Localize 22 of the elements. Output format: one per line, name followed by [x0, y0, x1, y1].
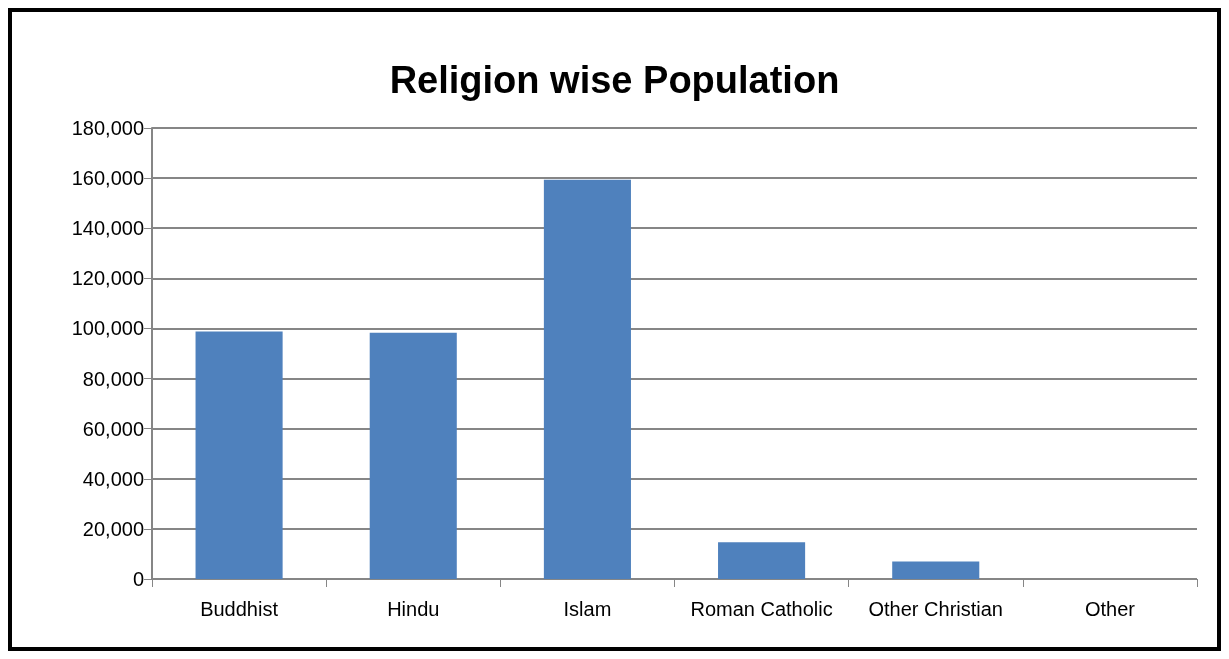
bar — [369, 332, 457, 579]
x-tick-label: Other Christian — [868, 598, 1003, 620]
y-tick-label: 160,000 — [71, 167, 144, 190]
x-tick-label: Roman Catholic — [690, 598, 833, 620]
y-tick-label: 80,000 — [82, 367, 144, 390]
x-tick-label: Other — [1084, 598, 1136, 620]
y-tick-label: 140,000 — [71, 217, 144, 240]
chart-title: Religion wise Population — [389, 59, 840, 101]
x-tick-label: Hindu — [387, 598, 440, 620]
y-tick-label: 20,000 — [82, 517, 144, 540]
x-tick-label: Buddhist — [200, 598, 279, 620]
x-tick-label: Islam — [563, 598, 612, 620]
bar — [718, 542, 806, 579]
y-tick-label: 180,000 — [71, 117, 144, 139]
y-tick-label: 120,000 — [71, 267, 144, 290]
bar — [892, 561, 980, 579]
y-tick-label: 0 — [132, 568, 144, 590]
y-tick-label: 40,000 — [82, 467, 144, 490]
bar — [543, 179, 631, 579]
y-tick-label: 60,000 — [82, 417, 144, 440]
bar — [195, 331, 283, 579]
y-tick-label: 100,000 — [71, 317, 144, 340]
